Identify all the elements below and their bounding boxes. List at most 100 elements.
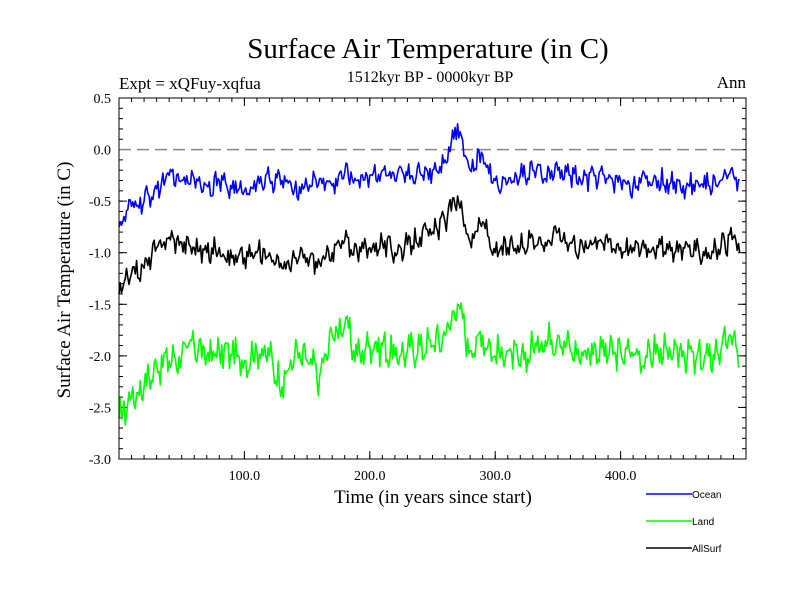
period-label: Ann [717, 73, 747, 92]
data-point-land [193, 345, 195, 347]
data-point-land [545, 340, 547, 342]
data-point-allsurf [545, 242, 547, 244]
data-point-ocean [269, 178, 271, 180]
series-line-land [118, 302, 741, 426]
data-point-land [357, 355, 359, 357]
legend-label-allsurf: AllSurf [692, 544, 722, 555]
data-point-land [733, 334, 735, 336]
data-point-land [432, 345, 434, 347]
data-point-ocean [231, 188, 233, 190]
data-point-land [557, 334, 559, 336]
data-point-ocean [695, 180, 697, 182]
data-point-allsurf [444, 221, 446, 223]
series-land [118, 302, 741, 426]
data-point-allsurf [645, 244, 647, 246]
data-point-ocean [369, 175, 371, 177]
data-point-allsurf [357, 252, 359, 254]
data-point-land [256, 350, 258, 352]
data-point-ocean [507, 182, 509, 184]
data-point-land [131, 396, 133, 398]
data-point-allsurf [733, 236, 735, 238]
data-point-ocean [582, 180, 584, 182]
data-point-allsurf [494, 252, 496, 254]
data-point-land [269, 355, 271, 357]
data-point-allsurf [219, 247, 221, 249]
data-point-ocean [657, 180, 659, 182]
data-point-ocean [168, 175, 170, 177]
data-point-ocean [645, 178, 647, 180]
data-point-land [708, 355, 710, 357]
data-point-allsurf [306, 257, 308, 259]
y-tick-label: 0.5 [94, 92, 112, 107]
data-point-ocean [557, 169, 559, 171]
data-point-allsurf [156, 247, 158, 249]
data-point-ocean [739, 180, 741, 182]
data-point-allsurf [620, 247, 622, 249]
data-point-ocean [520, 175, 522, 177]
x-axis-label: Time (in years since start) [334, 487, 532, 508]
data-point-allsurf [570, 242, 572, 244]
data-point-allsurf [244, 257, 246, 259]
data-point-ocean [670, 182, 672, 184]
data-point-ocean [256, 182, 258, 184]
data-point-ocean [595, 175, 597, 177]
data-point-land [645, 355, 647, 357]
data-point-allsurf [482, 221, 484, 223]
data-point-allsurf [670, 250, 672, 252]
data-point-land [244, 360, 246, 362]
data-point-allsurf [394, 252, 396, 254]
data-point-ocean [733, 175, 735, 177]
data-point-ocean [206, 185, 208, 187]
y-tick-label: 0.0 [94, 144, 112, 159]
data-point-allsurf [344, 240, 346, 242]
data-point-ocean [306, 185, 308, 187]
data-point-allsurf [720, 247, 722, 249]
data-point-land [306, 360, 308, 362]
data-point-ocean [545, 178, 547, 180]
data-point-land [168, 360, 170, 362]
series-allsurf [118, 195, 741, 295]
data-point-ocean [294, 188, 296, 190]
data-point-allsurf [231, 257, 233, 259]
data-point-allsurf [168, 236, 170, 238]
data-point-ocean [244, 190, 246, 192]
data-point-ocean [720, 180, 722, 182]
data-point-allsurf [382, 242, 384, 244]
data-point-land [206, 355, 208, 357]
data-point-ocean [444, 159, 446, 161]
data-point-allsurf [632, 247, 634, 249]
data-point-ocean [419, 172, 421, 174]
data-point-land [419, 345, 421, 347]
data-point-land [520, 365, 522, 367]
data-point-land [369, 345, 371, 347]
data-point-land [683, 350, 685, 352]
data-point-land [632, 355, 634, 357]
data-point-ocean [143, 200, 145, 202]
data-point-allsurf [532, 236, 534, 238]
data-point-allsurf [143, 267, 145, 269]
data-point-ocean [281, 180, 283, 182]
y-axis-label: Surface Air Temperature (in C) [54, 162, 75, 399]
data-point-allsurf [557, 231, 559, 233]
data-point-ocean [357, 180, 359, 182]
data-point-land [720, 350, 722, 352]
data-point-land [570, 350, 572, 352]
data-point-allsurf [256, 252, 258, 254]
data-point-allsurf [269, 252, 271, 254]
data-point-land [143, 386, 145, 388]
data-point-allsurf [469, 242, 471, 244]
data-point-allsurf [582, 247, 584, 249]
data-point-ocean [683, 185, 685, 187]
data-point-allsurf [708, 252, 710, 254]
legend-label-land: Land [692, 517, 714, 528]
data-point-ocean [532, 169, 534, 171]
legend: Ocean Land AllSurf [646, 490, 722, 555]
data-point-land [231, 355, 233, 357]
data-point-ocean [469, 169, 471, 171]
data-point-land [695, 360, 697, 362]
data-point-land [507, 350, 509, 352]
data-point-allsurf [419, 236, 421, 238]
data-point-allsurf [407, 244, 409, 246]
data-point-ocean [482, 154, 484, 156]
